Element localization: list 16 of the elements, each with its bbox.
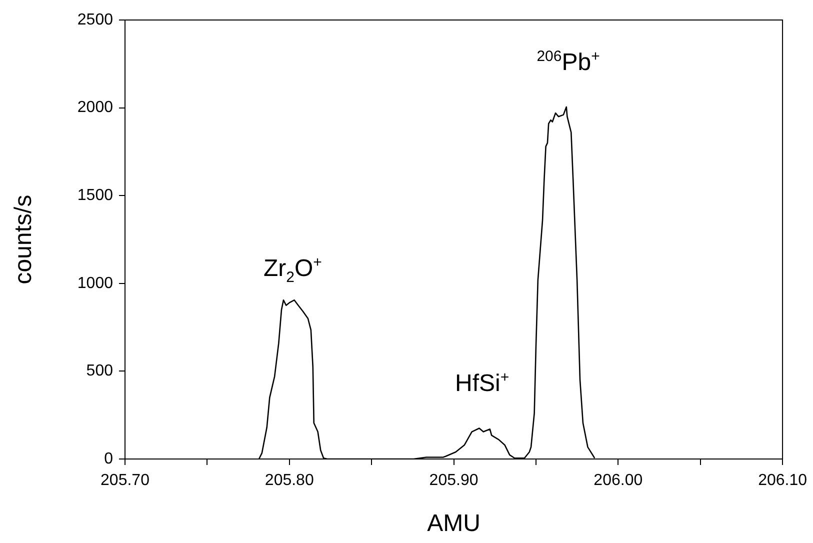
y-tick-label: 2000 [77, 99, 114, 116]
y-tick-label: 500 [86, 362, 114, 380]
annotation: HfSi$^{+}$ [455, 368, 510, 397]
x-tick-label: 206.10 [758, 472, 808, 490]
y-axis-title: counts/s [10, 194, 38, 284]
annotation: Zr$_{2}$O$^{+}$ [263, 254, 322, 286]
x-tick-label: 205.90 [429, 472, 478, 490]
annotation: $^{206}$Pb$^{+}$ [536, 48, 600, 76]
x-tick-label: 205.70 [100, 472, 150, 490]
x-axis-title: AMU [427, 510, 480, 538]
y-tick-label: 1500 [77, 187, 114, 204]
y-tick-label: 2500 [77, 11, 114, 28]
x-tick-label: 206.00 [594, 472, 643, 490]
y-tick-label: 1000 [77, 274, 114, 292]
y-tick-label: 0 [104, 450, 114, 468]
x-tick-label: 205.80 [264, 472, 314, 490]
